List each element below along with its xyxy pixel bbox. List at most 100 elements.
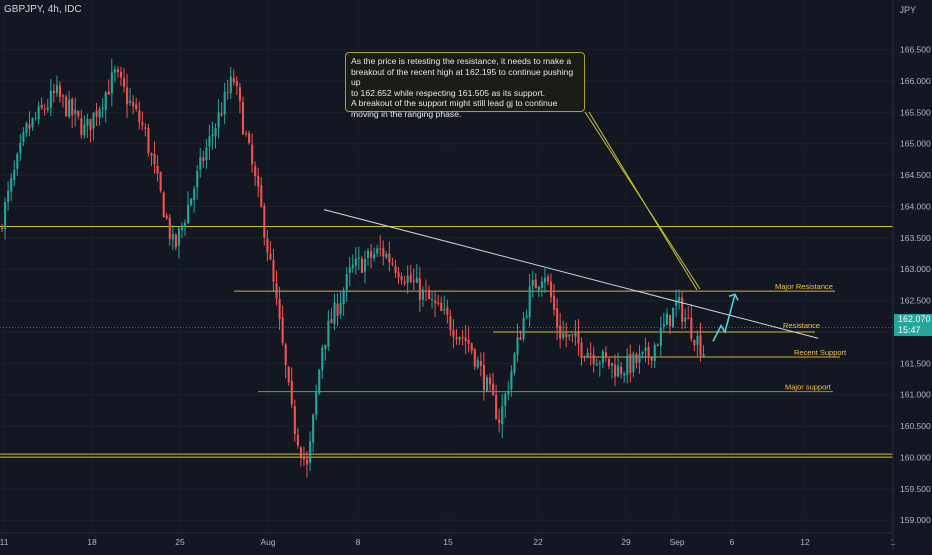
candle-body [656,344,659,346]
candle [367,247,370,266]
candle [339,291,342,319]
candle [1,223,4,233]
candle-body [513,354,516,373]
candle [565,322,568,348]
candle-body [431,298,434,300]
candle-body [193,188,196,200]
candle-body [586,353,589,358]
candle-body [592,354,595,364]
candle-body [690,317,693,339]
candle-body [260,185,263,207]
candle [159,171,162,193]
candle-body [617,365,620,377]
candle [83,115,86,139]
candle [617,352,620,378]
candle-body [363,259,367,272]
candle [479,352,482,377]
symbol-header: GBPJPY, 4h, IDC [4,4,82,15]
candle-body [571,334,574,336]
candle [71,97,74,129]
candle [412,268,415,291]
candle-body [379,248,382,250]
candle [385,251,388,260]
y-tick-label: 159.000 [900,515,931,525]
candle [174,233,177,251]
candle-body [559,325,562,339]
candle [653,342,656,368]
candle-body [662,324,665,327]
candle-body [507,391,510,395]
candle [522,311,525,342]
candle-body [190,198,193,206]
candle [382,240,385,266]
candle [504,391,507,418]
candle-body [373,254,376,259]
candle-body [598,362,601,364]
level-label: Resistance [783,321,820,330]
candle-body [501,406,504,425]
candle-body [629,353,632,373]
candle [546,274,550,286]
candle-body [116,69,119,72]
candle-body [217,112,220,128]
candle [104,90,107,123]
candle [241,96,245,135]
candle-body [214,128,217,137]
candle [376,244,379,258]
note-line: moving in the ranging phase. [351,108,462,119]
candle [452,319,455,349]
candle-body [580,342,583,357]
candle-body [452,329,455,337]
candle-body [16,153,19,169]
candle-body [327,320,330,347]
candle-body [641,351,644,355]
candle [391,257,394,267]
candle [293,399,296,442]
candle-body [348,267,351,273]
candle [287,365,290,386]
candle-body [25,123,28,133]
candle [421,286,424,308]
candle-body [110,72,113,94]
candle [168,214,171,246]
candle-body [132,102,135,107]
candle [489,373,492,392]
candle [284,342,287,379]
candle-body [10,178,13,192]
candle [485,374,489,393]
x-tick-label: 25 [175,537,185,547]
candle [540,276,543,297]
candle [580,337,583,366]
candle [107,79,110,96]
candle [702,345,705,358]
candle [312,413,315,453]
candle [696,330,699,357]
candle [49,78,52,117]
candle-body [391,263,394,265]
candle [370,243,373,269]
candle-body [248,133,251,143]
candle-body [473,349,476,367]
candle-body [318,369,321,394]
candle-body [534,279,537,289]
y-tick-label: 166.500 [900,45,931,55]
candle [150,152,153,167]
candle [446,299,449,324]
candle-body [604,352,607,358]
candle-body [485,377,489,392]
candle [113,65,116,83]
candle-body [312,414,315,443]
analysis-note[interactable]: As the price is retesting the resistance… [345,52,585,119]
candle [662,312,665,333]
candle-body [165,215,168,219]
candle [296,428,299,449]
candle [510,365,513,397]
candle-body [34,117,37,119]
candle [665,308,668,326]
candle [37,101,40,125]
candle [110,58,113,107]
currency-label: JPY [899,5,916,15]
candle [324,344,327,361]
